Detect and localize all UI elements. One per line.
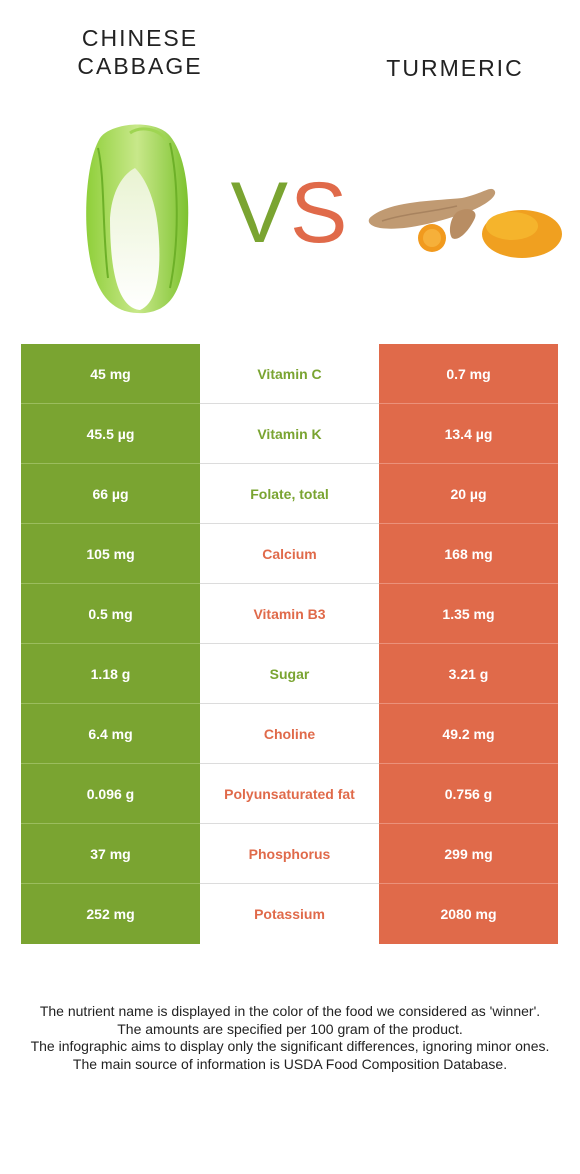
table-row: 1.18 g Sugar 3.21 g	[21, 644, 558, 704]
left-food-title-line2: CABBAGE	[77, 53, 203, 79]
nutrient-name: Choline	[200, 704, 379, 764]
table-row: 0.096 g Polyunsaturated fat 0.756 g	[21, 764, 558, 824]
footer-line-significant: The infographic aims to display only the…	[30, 1038, 550, 1054]
vs-letter-s: S	[290, 165, 350, 261]
right-food-value: 13.4 µg	[379, 404, 558, 464]
right-food-value: 168 mg	[379, 524, 558, 584]
left-food-value: 45.5 µg	[21, 404, 200, 464]
table-row: 45 mg Vitamin C 0.7 mg	[21, 344, 558, 404]
right-food-value: 49.2 mg	[379, 704, 558, 764]
left-food-value: 105 mg	[21, 524, 200, 584]
right-food-value: 20 µg	[379, 464, 558, 524]
footer-line-winner-color: The nutrient name is displayed in the co…	[39, 1003, 541, 1019]
table-row: 45.5 µg Vitamin K 13.4 µg	[21, 404, 558, 464]
left-food-value: 252 mg	[21, 884, 200, 944]
footer-line-source: The main source of information is USDA F…	[72, 1055, 508, 1072]
vs-label: VS	[222, 168, 358, 258]
vs-letter-v: V	[230, 165, 290, 261]
nutrient-name: Sugar	[200, 644, 379, 704]
right-food-value: 0.7 mg	[379, 344, 558, 404]
right-food-value: 299 mg	[379, 824, 558, 884]
right-food-value: 3.21 g	[379, 644, 558, 704]
right-food-title: TURMERIC	[386, 55, 524, 81]
left-food-title: CHINESE CABBAGE	[60, 24, 220, 80]
left-food-value: 1.18 g	[21, 644, 200, 704]
nutrient-name: Potassium	[200, 884, 379, 944]
table-row: 66 µg Folate, total 20 µg	[21, 464, 558, 524]
right-food-value: 0.756 g	[379, 764, 558, 824]
left-food-title-line1: CHINESE	[81, 25, 199, 51]
table-row: 252 mg Potassium 2080 mg	[21, 884, 558, 944]
footer-notes: The nutrient name is displayed in the co…	[20, 1003, 560, 1073]
footer-line-amounts: The amounts are specified per 100 gram o…	[117, 1020, 463, 1037]
right-food-value: 1.35 mg	[379, 584, 558, 644]
left-food-value: 0.096 g	[21, 764, 200, 824]
nutrient-name: Calcium	[200, 524, 379, 584]
nutrient-name: Polyunsaturated fat	[200, 764, 379, 824]
nutrient-name: Phosphorus	[200, 824, 379, 884]
left-food-value: 37 mg	[21, 824, 200, 884]
nutrient-comparison-table: 45 mg Vitamin C 0.7 mg 45.5 µg Vitamin K 13.4…	[21, 344, 558, 944]
left-food-value: 45 mg	[21, 344, 200, 404]
left-food-value: 0.5 mg	[21, 584, 200, 644]
left-food-value: 66 µg	[21, 464, 200, 524]
chinese-cabbage-image	[86, 124, 189, 314]
right-food-value: 2080 mg	[379, 884, 558, 944]
turmeric-image	[368, 188, 562, 258]
nutrient-name: Vitamin C	[200, 344, 379, 404]
table-row: 0.5 mg Vitamin B3 1.35 mg	[21, 584, 558, 644]
table-row: 37 mg Phosphorus 299 mg	[21, 824, 558, 884]
nutrient-name: Vitamin K	[200, 404, 379, 464]
table-row: 6.4 mg Choline 49.2 mg	[21, 704, 558, 764]
nutrient-name: Vitamin B3	[200, 584, 379, 644]
table-row: 105 mg Calcium 168 mg	[21, 524, 558, 584]
left-food-value: 6.4 mg	[21, 704, 200, 764]
nutrient-name: Folate, total	[200, 464, 379, 524]
